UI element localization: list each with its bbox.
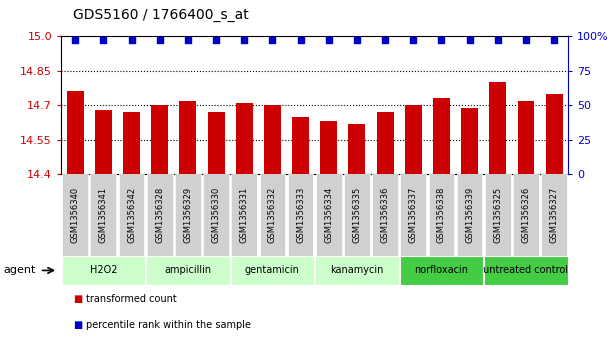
Text: ■: ■ <box>73 294 82 305</box>
Bar <box>489 82 507 174</box>
Bar <box>292 117 309 174</box>
Text: GSM1356328: GSM1356328 <box>155 187 164 243</box>
Point <box>324 37 334 42</box>
Text: GSM1356325: GSM1356325 <box>493 187 502 243</box>
Text: GSM1356330: GSM1356330 <box>211 187 221 243</box>
Point <box>240 37 249 42</box>
Text: GSM1356327: GSM1356327 <box>550 187 558 243</box>
Text: norfloxacin: norfloxacin <box>414 265 469 276</box>
Text: GSM1356342: GSM1356342 <box>127 187 136 243</box>
Bar <box>152 105 168 174</box>
Text: GSM1356329: GSM1356329 <box>183 187 192 243</box>
Bar <box>461 107 478 174</box>
Point <box>126 37 136 42</box>
Bar <box>376 112 393 174</box>
Point <box>155 37 164 42</box>
Point <box>521 37 531 42</box>
Bar <box>95 110 112 174</box>
Text: ampicillin: ampicillin <box>164 265 211 276</box>
Point <box>352 37 362 42</box>
Bar <box>208 112 224 174</box>
Text: GSM1356331: GSM1356331 <box>240 187 249 243</box>
Text: kanamycin: kanamycin <box>330 265 384 276</box>
Point <box>465 37 475 42</box>
Point <box>296 37 306 42</box>
Text: gentamicin: gentamicin <box>245 265 300 276</box>
Text: GSM1356339: GSM1356339 <box>465 187 474 243</box>
Point <box>98 37 108 42</box>
Text: GDS5160 / 1766400_s_at: GDS5160 / 1766400_s_at <box>73 8 249 22</box>
Bar <box>180 101 196 174</box>
Point <box>549 37 559 42</box>
Point <box>408 37 418 42</box>
Text: GSM1356336: GSM1356336 <box>381 187 390 243</box>
Bar <box>320 121 337 174</box>
Bar <box>433 98 450 174</box>
Bar <box>236 103 253 174</box>
Point <box>268 37 277 42</box>
Text: GSM1356333: GSM1356333 <box>296 187 305 243</box>
Text: GSM1356326: GSM1356326 <box>521 187 530 243</box>
Point <box>70 37 80 42</box>
Bar <box>405 105 422 174</box>
Point <box>436 37 446 42</box>
Bar <box>67 91 84 174</box>
Bar <box>348 124 365 174</box>
Point <box>380 37 390 42</box>
Text: GSM1356340: GSM1356340 <box>71 187 79 243</box>
Point <box>183 37 193 42</box>
Text: GSM1356338: GSM1356338 <box>437 187 446 243</box>
Text: GSM1356341: GSM1356341 <box>99 187 108 243</box>
Bar <box>546 94 563 174</box>
Text: transformed count: transformed count <box>86 294 177 305</box>
Text: ■: ■ <box>73 320 82 330</box>
Text: GSM1356332: GSM1356332 <box>268 187 277 243</box>
Bar <box>518 101 535 174</box>
Bar <box>264 105 281 174</box>
Text: GSM1356337: GSM1356337 <box>409 187 418 243</box>
Text: H2O2: H2O2 <box>90 265 117 276</box>
Bar <box>123 112 140 174</box>
Text: untreated control: untreated control <box>483 265 568 276</box>
Text: GSM1356335: GSM1356335 <box>353 187 362 243</box>
Point <box>493 37 503 42</box>
Text: GSM1356334: GSM1356334 <box>324 187 333 243</box>
Text: agent: agent <box>3 265 35 276</box>
Point <box>211 37 221 42</box>
Text: percentile rank within the sample: percentile rank within the sample <box>86 320 251 330</box>
